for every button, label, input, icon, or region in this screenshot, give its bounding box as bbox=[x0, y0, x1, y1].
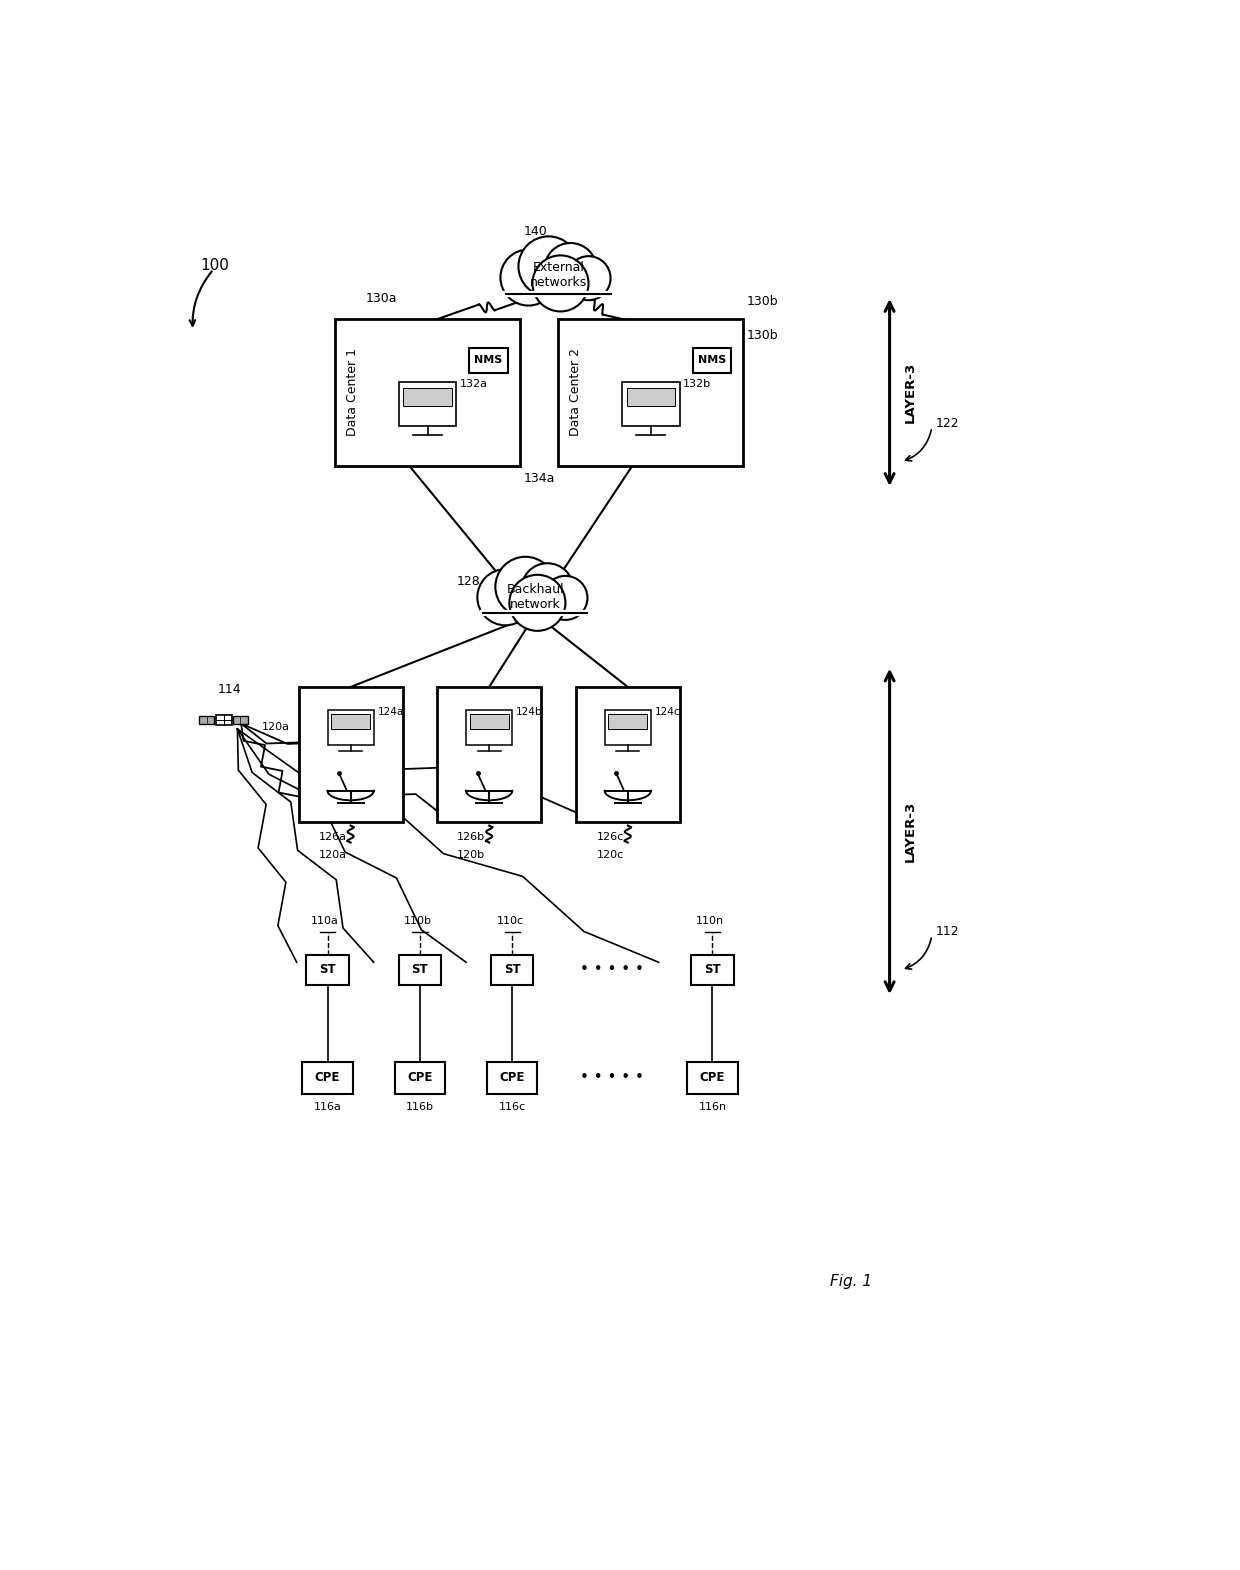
FancyBboxPatch shape bbox=[303, 1061, 352, 1094]
Text: 116c: 116c bbox=[498, 1102, 526, 1112]
Text: ST: ST bbox=[503, 964, 521, 977]
FancyBboxPatch shape bbox=[394, 1061, 445, 1094]
Circle shape bbox=[510, 575, 565, 631]
FancyBboxPatch shape bbox=[487, 1061, 537, 1094]
Text: • • • • •: • • • • • bbox=[580, 962, 645, 978]
Bar bbox=[506, 276, 610, 297]
FancyBboxPatch shape bbox=[687, 1061, 738, 1094]
Text: Data Center 1: Data Center 1 bbox=[346, 349, 360, 436]
Text: Data Center 2: Data Center 2 bbox=[569, 349, 583, 436]
FancyBboxPatch shape bbox=[399, 955, 441, 984]
Text: 122: 122 bbox=[936, 416, 960, 430]
FancyBboxPatch shape bbox=[470, 714, 508, 728]
FancyBboxPatch shape bbox=[491, 955, 533, 984]
FancyBboxPatch shape bbox=[306, 955, 348, 984]
Text: 126b: 126b bbox=[458, 832, 485, 842]
Text: 134a: 134a bbox=[523, 471, 556, 485]
Text: 124a: 124a bbox=[377, 706, 404, 716]
Text: External
networks: External networks bbox=[529, 261, 587, 289]
Circle shape bbox=[544, 243, 596, 295]
Circle shape bbox=[518, 237, 579, 297]
Circle shape bbox=[501, 250, 557, 306]
Text: NMS: NMS bbox=[698, 355, 725, 366]
Text: 120a: 120a bbox=[262, 722, 289, 732]
FancyBboxPatch shape bbox=[438, 688, 541, 821]
Text: 126a: 126a bbox=[319, 832, 347, 842]
FancyBboxPatch shape bbox=[200, 716, 215, 724]
Text: ST: ST bbox=[319, 964, 336, 977]
Circle shape bbox=[521, 564, 573, 615]
Text: 100: 100 bbox=[201, 257, 229, 273]
FancyBboxPatch shape bbox=[403, 388, 451, 407]
Text: 116a: 116a bbox=[314, 1102, 341, 1112]
FancyBboxPatch shape bbox=[335, 319, 520, 466]
Text: Fig. 1: Fig. 1 bbox=[830, 1275, 872, 1289]
Text: 128: 128 bbox=[456, 575, 480, 589]
Text: 130a: 130a bbox=[366, 292, 398, 306]
Circle shape bbox=[477, 570, 533, 625]
Text: CPE: CPE bbox=[315, 1071, 340, 1085]
Text: LAYER-3: LAYER-3 bbox=[904, 801, 916, 862]
FancyBboxPatch shape bbox=[575, 688, 680, 821]
FancyBboxPatch shape bbox=[299, 688, 403, 821]
Text: 116n: 116n bbox=[698, 1102, 727, 1112]
FancyBboxPatch shape bbox=[558, 319, 743, 466]
Text: • • • • •: • • • • • bbox=[580, 1071, 645, 1085]
FancyBboxPatch shape bbox=[469, 349, 508, 372]
Text: 126c: 126c bbox=[596, 832, 624, 842]
Text: 120a: 120a bbox=[319, 851, 347, 860]
Circle shape bbox=[495, 557, 556, 617]
Text: ST: ST bbox=[704, 964, 720, 977]
Text: 132b: 132b bbox=[683, 378, 712, 389]
Text: 130b: 130b bbox=[748, 295, 779, 308]
Text: 116b: 116b bbox=[405, 1102, 434, 1112]
FancyBboxPatch shape bbox=[216, 714, 232, 725]
Text: 124b: 124b bbox=[516, 706, 543, 716]
Text: 132a: 132a bbox=[460, 378, 487, 389]
Text: LAYER-3: LAYER-3 bbox=[904, 361, 916, 422]
FancyBboxPatch shape bbox=[609, 714, 647, 728]
FancyBboxPatch shape bbox=[327, 710, 373, 746]
Text: 120c: 120c bbox=[596, 851, 624, 860]
FancyBboxPatch shape bbox=[693, 349, 732, 372]
Circle shape bbox=[543, 576, 588, 620]
Text: 110c: 110c bbox=[496, 915, 523, 926]
FancyBboxPatch shape bbox=[331, 714, 370, 728]
Text: 140: 140 bbox=[523, 225, 547, 239]
Text: 120b: 120b bbox=[458, 851, 485, 860]
FancyBboxPatch shape bbox=[399, 382, 456, 427]
Text: 112: 112 bbox=[936, 925, 960, 937]
Text: NMS: NMS bbox=[475, 355, 502, 366]
Text: ST: ST bbox=[412, 964, 428, 977]
FancyBboxPatch shape bbox=[233, 716, 248, 724]
Text: CPE: CPE bbox=[699, 1071, 725, 1085]
Text: 110b: 110b bbox=[403, 915, 432, 926]
Text: 110a: 110a bbox=[311, 915, 339, 926]
Text: CPE: CPE bbox=[500, 1071, 525, 1085]
FancyBboxPatch shape bbox=[466, 710, 512, 746]
Circle shape bbox=[567, 256, 610, 300]
Text: Backhaul
network: Backhaul network bbox=[507, 582, 564, 611]
Text: 114: 114 bbox=[217, 683, 241, 696]
FancyBboxPatch shape bbox=[605, 710, 651, 746]
Text: 124c: 124c bbox=[655, 706, 681, 716]
Bar bbox=[484, 597, 588, 615]
Text: 110n: 110n bbox=[696, 915, 724, 926]
Circle shape bbox=[532, 256, 589, 311]
FancyBboxPatch shape bbox=[692, 955, 734, 984]
Text: 130b: 130b bbox=[748, 330, 779, 342]
Text: CPE: CPE bbox=[407, 1071, 433, 1085]
FancyBboxPatch shape bbox=[622, 382, 680, 427]
FancyBboxPatch shape bbox=[626, 388, 675, 407]
